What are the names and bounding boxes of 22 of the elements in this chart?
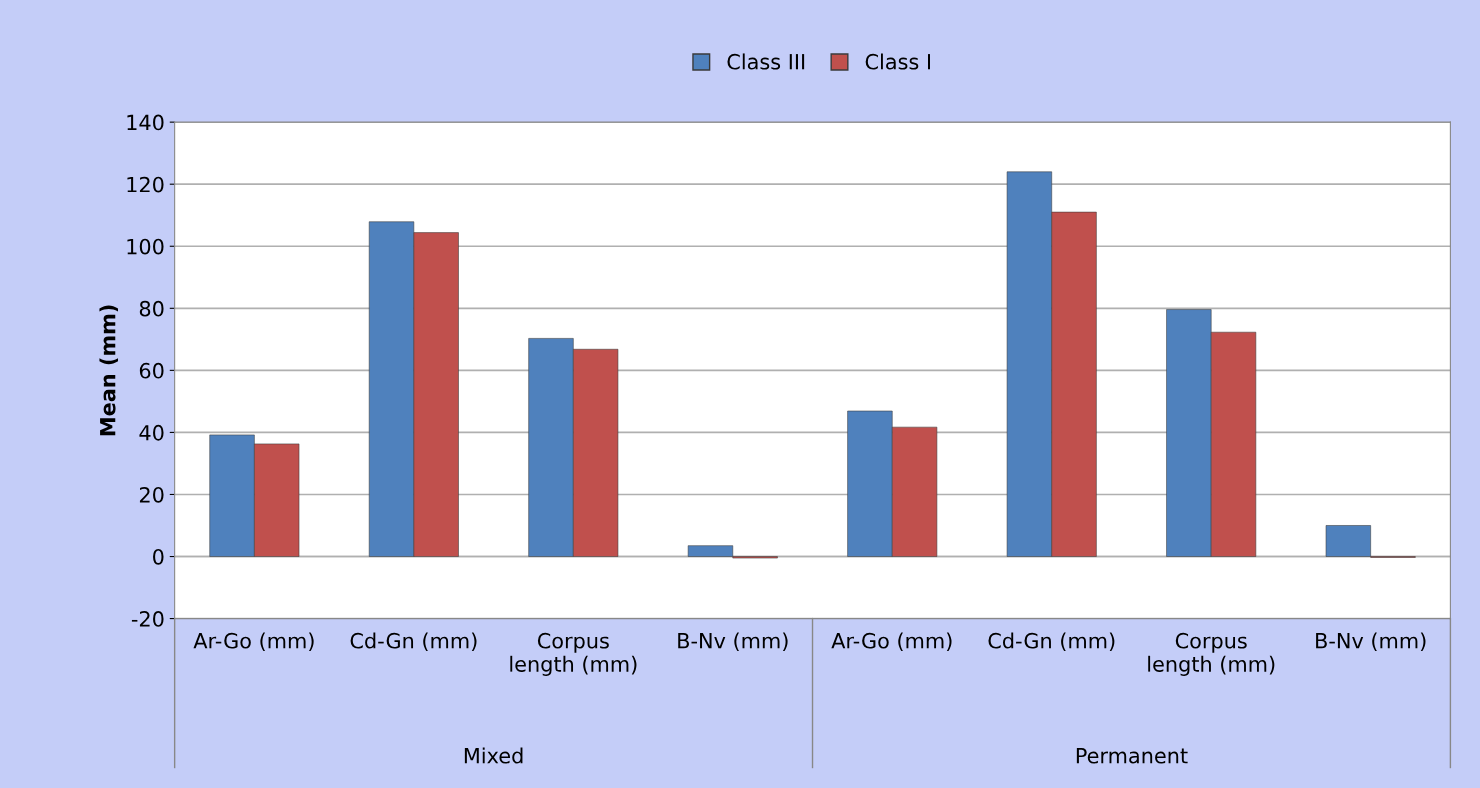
- legend-label: Class III: [727, 53, 805, 70]
- y-tick-label: 60: [139, 362, 164, 379]
- y-axis-title: Mean (mm): [99, 305, 119, 436]
- legend-label: Class I: [865, 53, 931, 70]
- text: Mixed: [464, 747, 523, 764]
- y-tick-label: 0: [153, 548, 164, 565]
- y-tick-label: -20: [131, 611, 164, 627]
- x-tick-label: Corpus length (mm): [1148, 632, 1275, 676]
- x-tick-label: Corpus length (mm): [510, 632, 637, 676]
- x-tick-label: Ar-Go (mm): [193, 632, 314, 652]
- y-tick-label: 20: [139, 486, 164, 503]
- x-tick-label: Cd-Gn (mm): [988, 632, 1115, 652]
- x-tick-label: Ar-Go (mm): [831, 632, 952, 652]
- x-tick-label: B-Nv (mm): [678, 632, 788, 652]
- y-tick-label: 40: [139, 424, 164, 441]
- text: Permanent: [1076, 748, 1188, 764]
- y-tick-label: 100: [127, 238, 164, 255]
- x-tick-label: Cd-Gn (mm): [350, 632, 477, 652]
- y-tick-label: 80: [139, 300, 164, 317]
- x-tick-label: B-Nv (mm): [1316, 632, 1426, 652]
- y-tick-label: 120: [127, 176, 164, 193]
- y-tick-label: 140: [127, 114, 164, 131]
